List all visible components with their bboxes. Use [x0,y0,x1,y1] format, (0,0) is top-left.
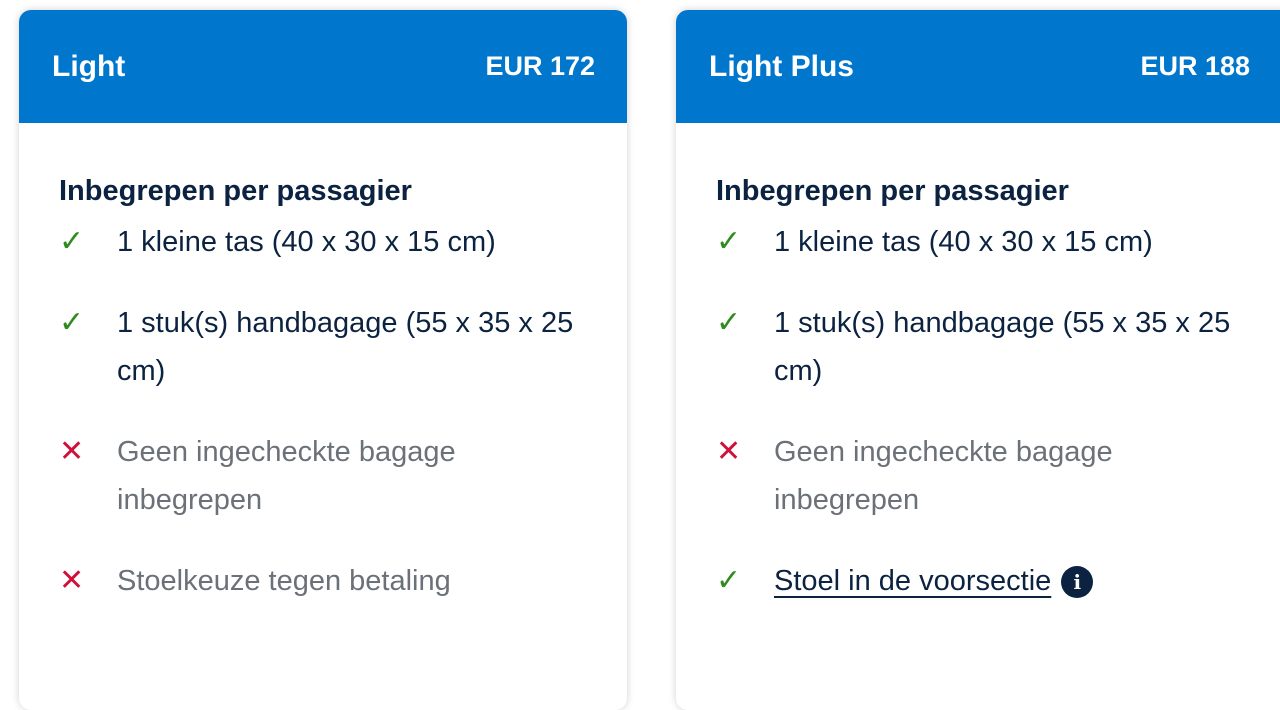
list-item: ✕ Stoelkeuze tegen betaling [59,557,587,605]
included-heading: Inbegrepen per passagier [59,175,412,207]
list-item: ✕ Geen ingecheckte bagage inbegrepen [716,428,1256,524]
list-item: ✓ 1 stuk(s) handbagage (55 x 35 x 25 cm) [59,299,587,395]
fare-card-light[interactable]: Light EUR 172 Inbegrepen per passagier ✓… [19,10,627,710]
fare-price: EUR 188 [1140,51,1250,81]
list-item: ✕ Geen ingecheckte bagage inbegrepen [59,428,587,524]
cross-icon: ✕ [59,435,85,468]
fare-header: Light EUR 172 [19,10,627,123]
included-heading: Inbegrepen per passagier [716,175,1069,207]
cross-icon: ✕ [59,564,85,597]
fare-name: Light [52,49,126,83]
fare-price: EUR 172 [485,51,595,81]
list-item: ✓ Stoel in de voorsectie i [716,557,1256,605]
fare-name: Light Plus [709,49,854,83]
check-icon: ✓ [716,306,742,339]
list-item: ✓ 1 kleine tas (40 x 30 x 15 cm) [716,218,1256,266]
check-icon: ✓ [59,306,85,339]
cross-icon: ✕ [716,435,742,468]
fare-header: Light Plus EUR 188 [676,10,1280,123]
list-item: ✓ 1 stuk(s) handbagage (55 x 35 x 25 cm) [716,299,1256,395]
fare-card-light-plus[interactable]: Light Plus EUR 188 Inbegrepen per passag… [676,10,1280,710]
info-icon[interactable]: i [1061,566,1094,599]
seat-front-section-link[interactable]: Stoel in de voorsectie [774,565,1052,597]
check-icon: ✓ [716,564,742,597]
check-icon: ✓ [59,225,85,258]
list-item: ✓ 1 kleine tas (40 x 30 x 15 cm) [59,218,587,266]
check-icon: ✓ [716,225,742,258]
